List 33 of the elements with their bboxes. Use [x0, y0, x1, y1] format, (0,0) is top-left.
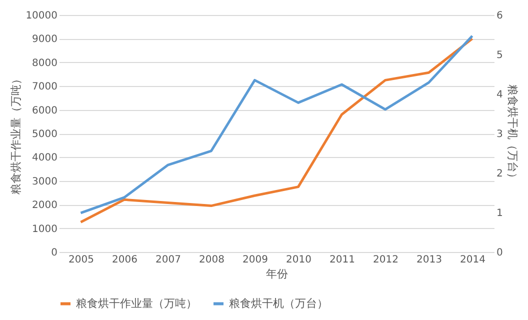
x-tick-label: 2008: [199, 254, 224, 266]
x-tick-label: 2012: [373, 254, 398, 266]
x-tick-label: 2013: [416, 254, 442, 266]
y-tick-label: 9000: [32, 34, 58, 46]
y-tick-label: 6000: [32, 105, 58, 116]
legend-label: 粮食烘干作业量（万吨）: [76, 296, 197, 310]
y-tick-label: 7000: [32, 82, 58, 93]
y-tick-label: 10000: [26, 10, 58, 22]
x-tick-label: 2007: [156, 254, 181, 266]
x-tick-label: 2011: [330, 254, 355, 266]
y2-tick-label: 0: [496, 248, 503, 258]
y-axis-title: 粮食烘干作业量（万吨）: [10, 74, 23, 194]
y-tick-label: 3000: [32, 176, 58, 188]
y2-axis-title: 粮食烘干机（万台）: [506, 84, 519, 184]
y-tick-label: 5000: [32, 129, 58, 140]
x-tick-label: 2010: [286, 254, 312, 266]
x-tick-label: 2006: [112, 254, 138, 266]
y2-tick-label: 2: [496, 168, 503, 180]
y2-tick-label: 1: [496, 208, 503, 219]
x-tick-label: 2005: [68, 254, 94, 266]
legend-label: 粮食烘干机（万台）: [229, 296, 328, 310]
x-tick-label: 2014: [460, 254, 486, 266]
x-tick-label: 2009: [242, 254, 268, 266]
y-tick-label: 8000: [32, 58, 58, 69]
y2-tick-label: 6: [496, 10, 503, 22]
y-tick-label: 0: [51, 248, 58, 258]
y-tick-label: 2000: [32, 200, 58, 212]
x-axis-title: 年份: [266, 268, 288, 280]
y2-tick-label: 4: [496, 90, 503, 100]
y-tick-label: 1000: [32, 224, 58, 235]
y2-tick-label: 3: [496, 129, 503, 140]
y-tick-label: 4000: [32, 152, 58, 164]
y2-tick-label: 5: [496, 50, 503, 61]
